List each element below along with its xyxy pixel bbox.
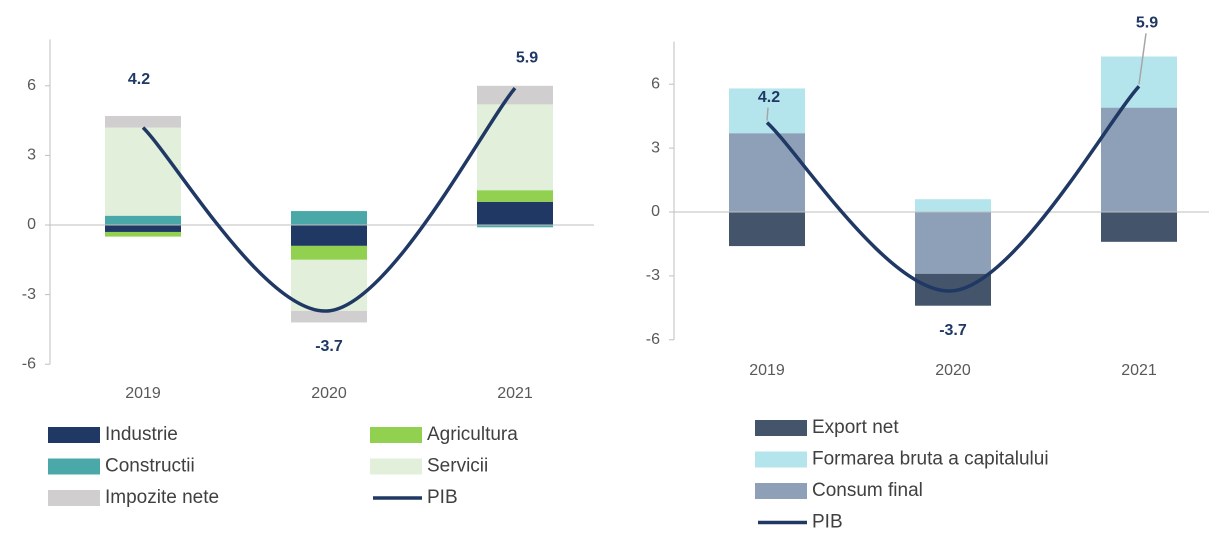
y-tick-label: 0: [27, 216, 36, 233]
data-label: -3.7: [315, 338, 343, 355]
bar-segment: [105, 127, 181, 216]
data-label: 5.9: [1136, 15, 1158, 32]
bar-segment: [291, 310, 367, 323]
x-tick-label: 2019: [749, 362, 785, 379]
line-series: [765, 85, 1141, 293]
bar-segment: [915, 212, 991, 274]
x-tick-label: 2020: [311, 385, 347, 402]
legend-swatch: [370, 427, 422, 443]
legend-swatch: [755, 420, 807, 436]
legend-swatch: [755, 451, 807, 468]
bar-segment: [477, 104, 553, 191]
bar-segment: [477, 225, 553, 228]
legend-label: Export net: [812, 417, 899, 438]
legend-swatch: [48, 490, 100, 506]
legend-label: Servicii: [427, 456, 488, 477]
bar-segment: [477, 201, 553, 225]
bar-segment: [477, 190, 553, 202]
y-tick-label: 3: [27, 147, 36, 164]
x-tick-label: 2020: [935, 362, 971, 379]
bar-segment: [105, 225, 181, 232]
y-tick-label: 0: [651, 203, 660, 220]
legend-label: PIB: [427, 487, 458, 508]
legend-swatch: [755, 483, 807, 499]
y-tick-label: 3: [651, 139, 660, 156]
bar-segment: [1101, 212, 1177, 242]
y-tick-label: 6: [651, 75, 660, 92]
data-label: 4.2: [758, 89, 780, 106]
bar-segment: [291, 211, 367, 225]
bar-segment: [291, 245, 367, 260]
legend-label: Constructii: [105, 456, 195, 477]
bar-segment: [915, 199, 991, 212]
bar-segment: [729, 212, 805, 247]
legend-label: Impozite nete: [105, 487, 219, 508]
legend-label: Agricultura: [427, 424, 518, 445]
bar-segment: [477, 85, 553, 105]
x-tick-label: 2019: [125, 385, 161, 402]
bar-segment: [105, 115, 181, 128]
leader-line: [766, 107, 769, 121]
leader-line: [1138, 33, 1147, 85]
bar-segment: [105, 231, 181, 237]
x-tick-label: 2021: [497, 385, 533, 402]
legend-swatch: [48, 458, 100, 475]
data-label: -3.7: [939, 322, 967, 339]
data-label: 4.2: [128, 71, 150, 88]
y-tick-label: 6: [27, 77, 36, 94]
legend-label: Industrie: [105, 424, 178, 445]
bar-segment: [729, 133, 805, 212]
bar-segment: [105, 215, 181, 225]
x-tick-label: 2021: [1121, 362, 1157, 379]
data-label: 5.9: [516, 49, 538, 66]
legend-swatch: [48, 427, 100, 443]
line-series: [141, 86, 517, 313]
y-tick-label: -6: [646, 331, 660, 348]
legend-swatch: [370, 458, 422, 475]
legend-label: PIB: [812, 512, 843, 533]
bar-segment: [1101, 107, 1177, 212]
y-tick-label: -6: [22, 355, 36, 372]
legend-label: Formarea bruta a capitalului: [812, 449, 1049, 470]
legend-label: Consum final: [812, 480, 923, 501]
bar-segment: [291, 225, 367, 246]
y-tick-label: -3: [22, 286, 36, 303]
y-tick-label: -3: [646, 267, 660, 284]
